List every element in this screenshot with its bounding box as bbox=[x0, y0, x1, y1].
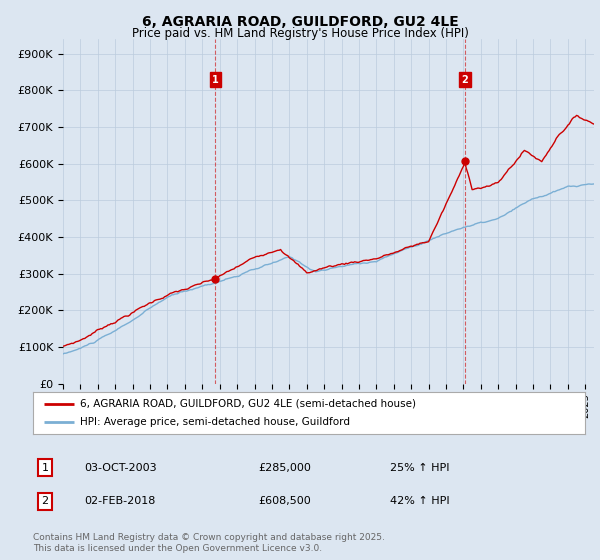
Text: 2: 2 bbox=[461, 74, 468, 85]
Text: 6, AGRARIA ROAD, GUILDFORD, GU2 4LE (semi-detached house): 6, AGRARIA ROAD, GUILDFORD, GU2 4LE (sem… bbox=[80, 399, 416, 409]
Text: 42% ↑ HPI: 42% ↑ HPI bbox=[390, 496, 449, 506]
Text: 03-OCT-2003: 03-OCT-2003 bbox=[84, 463, 157, 473]
Text: 02-FEB-2018: 02-FEB-2018 bbox=[84, 496, 155, 506]
Text: 6, AGRARIA ROAD, GUILDFORD, GU2 4LE: 6, AGRARIA ROAD, GUILDFORD, GU2 4LE bbox=[142, 15, 458, 29]
Text: 2: 2 bbox=[41, 496, 49, 506]
Text: 1: 1 bbox=[212, 74, 219, 85]
Text: Contains HM Land Registry data © Crown copyright and database right 2025.
This d: Contains HM Land Registry data © Crown c… bbox=[33, 533, 385, 553]
Text: £608,500: £608,500 bbox=[258, 496, 311, 506]
Text: HPI: Average price, semi-detached house, Guildford: HPI: Average price, semi-detached house,… bbox=[80, 417, 350, 427]
Text: £285,000: £285,000 bbox=[258, 463, 311, 473]
Text: 1: 1 bbox=[41, 463, 49, 473]
Text: 25% ↑ HPI: 25% ↑ HPI bbox=[390, 463, 449, 473]
Text: Price paid vs. HM Land Registry's House Price Index (HPI): Price paid vs. HM Land Registry's House … bbox=[131, 27, 469, 40]
